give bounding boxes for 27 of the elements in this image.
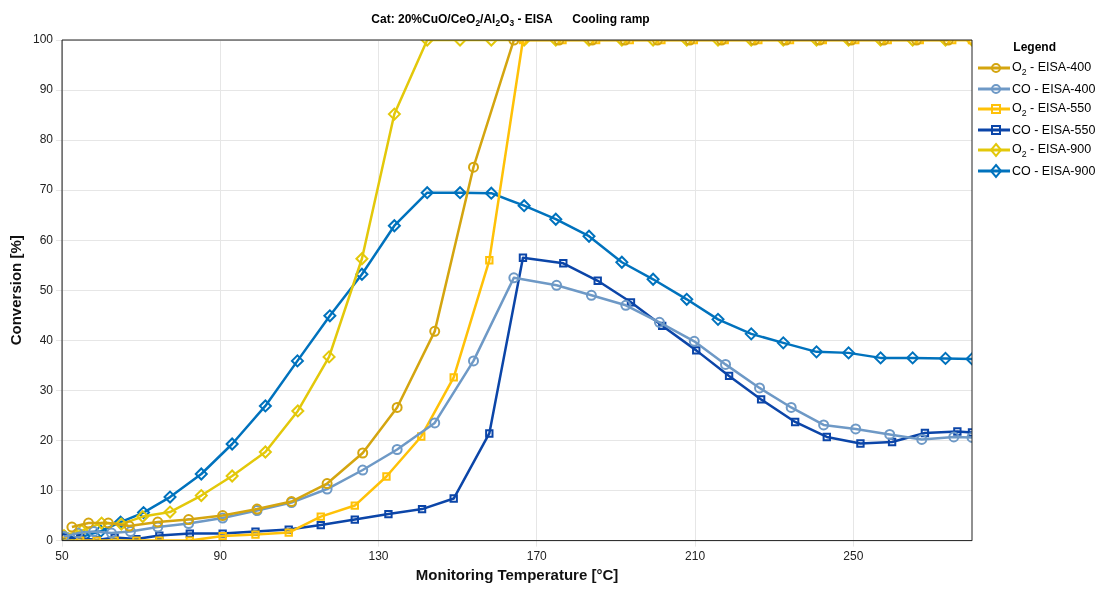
y-tick-label: 50 (39, 282, 54, 297)
x-tick-label: 50 (55, 549, 70, 564)
y-tick-label: 0 (46, 532, 54, 547)
x-tick-label: 210 (685, 549, 706, 564)
legend-label: CO - EISA-550 (1012, 122, 1096, 137)
x-tick-label: 130 (368, 549, 389, 564)
y-tick-label: 60 (39, 232, 54, 247)
legend-title: Legend (1012, 40, 1057, 54)
y-tick-label: 90 (39, 82, 54, 97)
x-axis-title: Monitoring Temperature [°C] (415, 566, 619, 584)
legend-label: O$_{2}$ - EISA-900 (1012, 142, 1092, 159)
y-tick-label: 40 (39, 332, 54, 347)
chart-title: Cat: 20%CuO/CeO$_{2}$/Al$_{2}$O$_{3}$ - EISA Cooling ramp (370, 12, 651, 29)
y-tick-label: 30 (39, 382, 54, 397)
legend-label: CO - EISA-900 (1012, 163, 1096, 178)
legend-label: O$_{2}$ - EISA-550 (1012, 101, 1092, 118)
y-tick-label: 70 (39, 182, 54, 197)
y-tick-label: 100 (32, 32, 54, 47)
y-tick-label: 20 (39, 432, 54, 447)
x-tick-label: 90 (213, 549, 228, 564)
y-tick-label: 80 (39, 132, 54, 147)
x-tick-label: 170 (526, 549, 548, 564)
x-tick-label: 250 (843, 549, 864, 564)
y-tick-label: 10 (39, 482, 54, 497)
legend-label: O$_{2}$ - EISA-400 (1012, 60, 1092, 77)
y-axis-title: Conversion [%] (7, 235, 25, 346)
legend-label: CO - EISA-400 (1012, 81, 1096, 96)
